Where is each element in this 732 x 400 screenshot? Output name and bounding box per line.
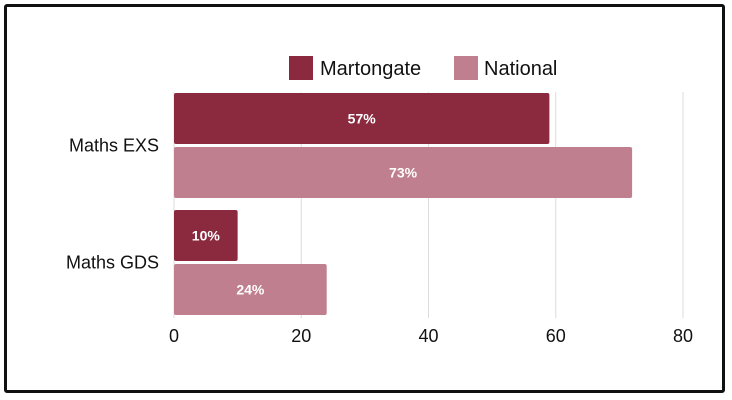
bar-value-label: 57% [348,111,377,127]
legend-swatch-national [454,56,478,80]
legend-swatch-martongate [289,56,313,80]
bar-value-label: 73% [389,165,418,181]
category-label: Maths EXS [69,136,159,156]
x-tick-label: 40 [418,326,438,346]
legend-label-martongate: Martongate [320,58,421,80]
bar-value-label: 24% [236,282,265,298]
x-tick-label: 20 [291,326,311,346]
x-tick-label: 60 [546,326,566,346]
x-tick-label: 80 [673,326,693,346]
bars: 57% 73% 10% 24% [174,93,633,315]
bar-national-0 [174,147,633,198]
category-labels: Maths EXS Maths GDS [66,136,159,273]
bar-martongate-1 [174,210,238,261]
bar-national-1 [174,264,327,315]
legend-label-national: National [484,58,557,80]
bar-martongate-0 [174,93,550,144]
x-tick-label: 0 [169,326,179,346]
category-label: Maths GDS [66,253,159,273]
x-axis-ticks: 0 20 40 60 80 [169,326,693,346]
bar-value-label: 10% [192,228,221,244]
chart-frame [4,4,725,393]
legend: Martongate National [289,56,557,80]
